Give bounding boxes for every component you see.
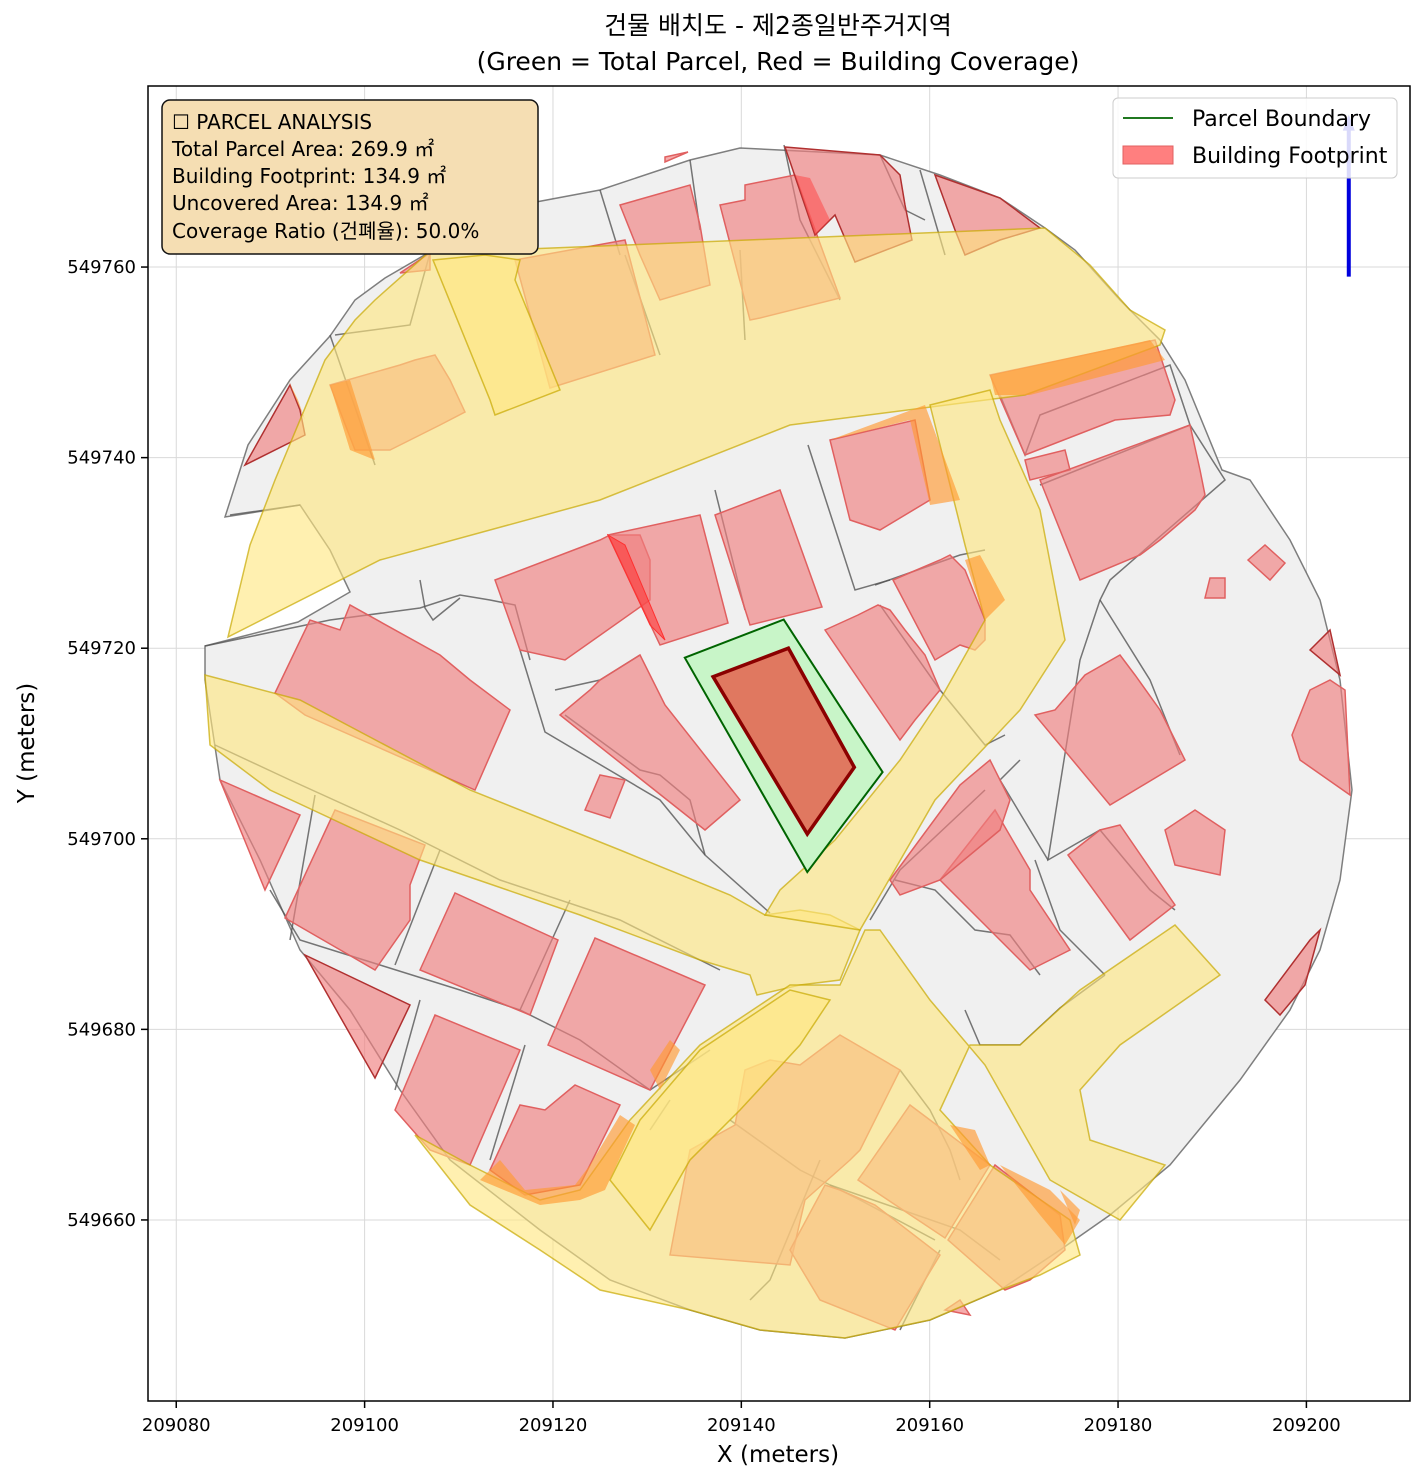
building: [418, 892, 559, 1016]
overlap: [965, 555, 1005, 620]
road: [414, 924, 1222, 1339]
building: [1246, 543, 1287, 582]
x-tick-label: 209140: [707, 1415, 776, 1436]
info-heading: ☐ PARCEL ANALYSIS: [172, 110, 372, 134]
roads: [204, 227, 1222, 1339]
road: [431, 254, 561, 416]
legend-swatch-building-footprint: [1122, 145, 1174, 165]
overlap: [1060, 1190, 1080, 1225]
overlap: [990, 340, 1165, 395]
overlap: [650, 1040, 680, 1090]
x-tick-label: 209160: [895, 1415, 964, 1436]
building: [1291, 679, 1351, 797]
building: [664, 151, 689, 164]
building: [1308, 628, 1342, 677]
building: [1039, 424, 1206, 581]
building: [823, 604, 941, 742]
road: [204, 674, 861, 996]
parcel-analysis-box: ☐ PARCEL ANALYSIS Total Parcel Area: 269…: [161, 99, 539, 255]
building: [218, 778, 302, 892]
building: [1033, 654, 1186, 806]
overlap: [830, 405, 960, 505]
building: [1264, 927, 1322, 1017]
overlap: [288, 380, 305, 420]
y-axis-label: Y (meters): [14, 683, 40, 804]
y-tick-label: 549740: [67, 448, 136, 469]
y-tick-label: 549660: [67, 1210, 136, 1231]
building: [303, 953, 412, 1080]
legend-label-parcel-boundary: Parcel Boundary: [1192, 107, 1371, 132]
chart-title-line2: (Green = Total Parcel, Red = Building Co…: [477, 47, 1080, 76]
building: [889, 758, 1011, 896]
building: [243, 383, 306, 467]
building: [583, 774, 627, 819]
x-tick-label: 209120: [519, 1415, 588, 1436]
chart-title-line1: 건물 배치도 - 제2종일반주거지역: [604, 11, 952, 40]
x-tick-label: 209080: [142, 1415, 211, 1436]
overlap: [330, 380, 375, 460]
x-tick-label: 209100: [330, 1415, 399, 1436]
overlap: [1000, 1165, 1080, 1245]
building: [1204, 577, 1226, 599]
x-tick-label: 209180: [1084, 1415, 1153, 1436]
target-building-footprint[interactable]: [710, 646, 857, 838]
map-content: [204, 114, 1355, 1339]
x-tick-label: 209200: [1272, 1415, 1341, 1436]
overlap: [950, 1125, 990, 1170]
building: [1164, 809, 1226, 876]
building: [606, 533, 666, 641]
building: [795, 175, 830, 235]
x-axis-ticks: 209080 209100 209120 209140 209160 209180 2092…: [142, 1401, 1341, 1436]
info-total-parcel-area: Total Parcel Area: 269.9 ㎡: [171, 137, 434, 161]
overlap: [480, 1115, 635, 1205]
building: [558, 653, 742, 831]
x-axis-label: X (meters): [717, 1442, 839, 1468]
road: [763, 389, 1066, 931]
legend: Parcel Boundary Building Footprint: [1112, 97, 1398, 179]
building: [829, 419, 931, 531]
building: [714, 489, 823, 626]
y-tick-label: 549760: [67, 257, 136, 278]
legend-label-building-footprint: Building Footprint: [1192, 144, 1388, 169]
plot-frame: [147, 85, 1411, 1402]
y-tick-label: 549680: [67, 1019, 136, 1040]
info-uncovered-area: Uncovered Area: 134.9 ㎡: [172, 191, 429, 215]
building: [1066, 824, 1177, 942]
info-building-footprint: Building Footprint: 134.9 ㎡: [172, 164, 446, 188]
y-axis-ticks: 549660 549680 549700 549720 549740 549760: [67, 257, 148, 1231]
y-tick-label: 549700: [67, 829, 136, 850]
y-tick-label: 549720: [67, 638, 136, 659]
info-coverage-ratio: Coverage Ratio (건폐율): 50.0%: [172, 219, 479, 243]
road: [609, 989, 832, 1232]
road-building-overlaps: [288, 340, 1165, 1245]
